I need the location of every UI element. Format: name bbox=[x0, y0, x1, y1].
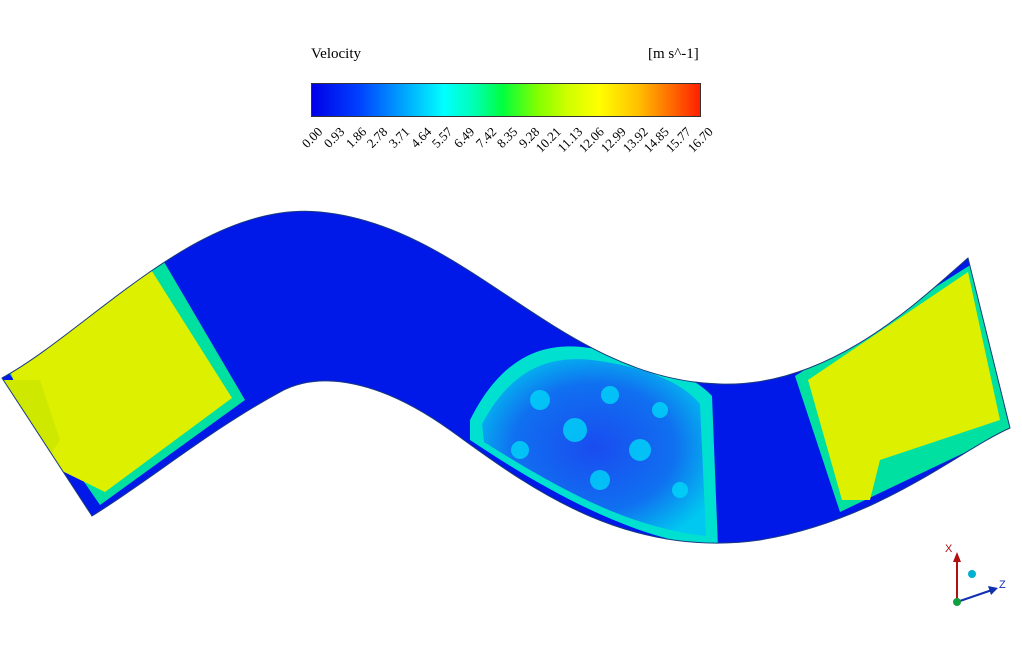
origin-dot bbox=[953, 598, 961, 606]
z-axis-arrow bbox=[956, 589, 993, 603]
axis-triad: X Z bbox=[945, 543, 1006, 606]
legend-unit: [m s^-1] bbox=[648, 46, 699, 62]
x-axis-label: X bbox=[945, 543, 953, 555]
x-arrow-head bbox=[953, 552, 961, 562]
z-arrow-head bbox=[988, 586, 998, 595]
z-axis-label: Z bbox=[999, 579, 1006, 591]
left-yellow-core bbox=[10, 268, 232, 492]
duct-outline bbox=[1, 210, 1011, 544]
legend-color-bar bbox=[311, 83, 701, 117]
y-axis-dot bbox=[968, 570, 976, 578]
turbulent-eddies bbox=[511, 386, 688, 498]
legend-title: Velocity bbox=[311, 46, 361, 62]
right-yellow-core bbox=[808, 272, 1000, 500]
